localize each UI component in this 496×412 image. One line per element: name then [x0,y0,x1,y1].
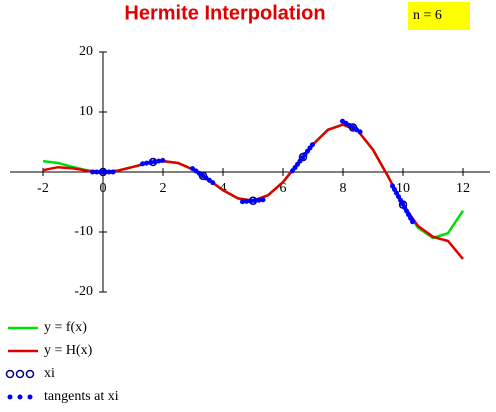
y-tick-label: -20 [74,284,93,299]
legend-label: y = H(x) [44,343,93,358]
annotation: n = 6 [413,8,442,23]
tangent [339,118,366,137]
x-tick-label: 12 [456,181,470,196]
tangent [140,157,167,167]
legend-swatch [17,394,23,400]
x-tick-label: 0 [100,181,107,196]
y-tick-label: -10 [74,224,93,239]
chart-title: Hermite Interpolation [124,2,325,24]
legend-swatch [7,394,13,400]
tangent [390,183,416,226]
legend-swatch [25,369,35,379]
x-tick-label: -2 [37,181,49,196]
x-tick-label: 6 [280,181,287,196]
y-tick-label: 10 [79,104,93,119]
tangent [290,140,317,174]
legend-swatch [15,369,25,379]
tangent [240,197,266,205]
legend-label: y = f(x) [44,320,87,335]
tangent [189,166,216,186]
x-tick-label: 8 [340,181,347,196]
legend-swatch [27,394,33,400]
legend-swatch [5,369,15,379]
x-tick-label: 10 [396,181,410,196]
x-tick-label: 2 [160,181,167,196]
legend-label: xi [44,366,55,381]
y-tick-label: 20 [79,44,93,59]
annotation-box [408,2,470,30]
legend-label: tangents at xi [44,389,119,404]
